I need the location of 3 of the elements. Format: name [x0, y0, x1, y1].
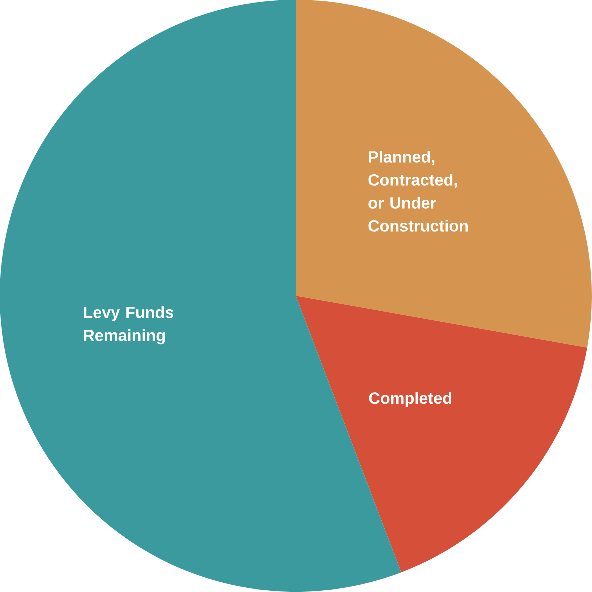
slice-label: Levy Funds Remaining — [84, 306, 174, 345]
slice-label: Completed — [369, 392, 452, 408]
slice-label: Planned, Contracted, or Under Construction — [368, 151, 468, 232]
